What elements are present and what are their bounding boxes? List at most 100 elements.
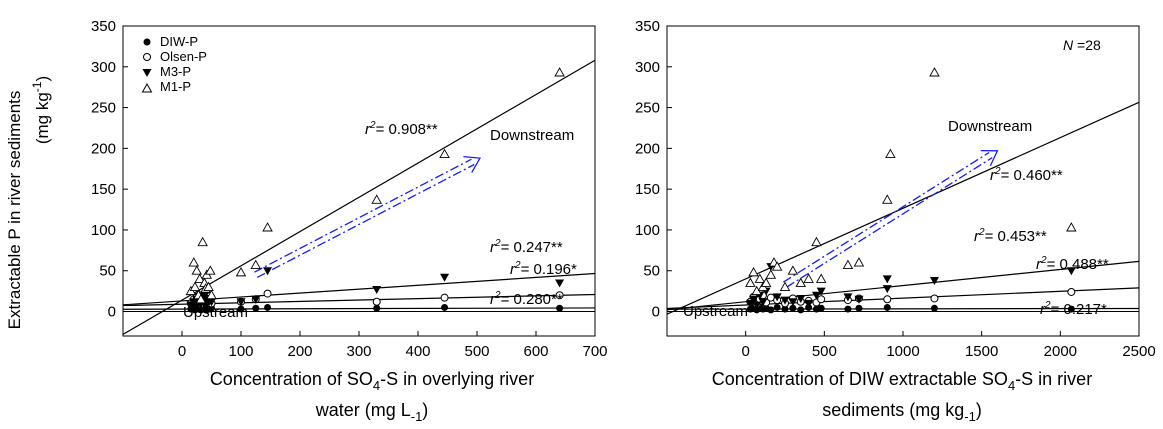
legend-label-m3: M3-P (160, 64, 191, 79)
right-point-m3-p (752, 301, 762, 310)
left-point-diw-p (373, 304, 381, 312)
right-y-tick-label: 350 (635, 18, 660, 35)
right-point-diw-p (797, 306, 805, 314)
left-x-tick-label: 700 (582, 343, 607, 360)
right-point-m1-p (1066, 222, 1077, 232)
right-point-diw-p (773, 303, 781, 311)
right-r2-m3: r2= 0.453** (974, 227, 1047, 245)
left-point-m3-p (251, 295, 261, 304)
right-r2-olsen: r2= 0.488** (1036, 255, 1109, 273)
left-point-m1-p (195, 293, 207, 304)
left-point-m1-p (439, 148, 450, 159)
left-data-points (185, 67, 565, 314)
left-point-m1-p (189, 281, 201, 292)
right-y-tick-label: 200 (635, 140, 660, 157)
legend-label-olsen: Olsen-P (160, 49, 207, 64)
left-x-tick-label: 100 (228, 343, 253, 360)
right-point-m3-p (843, 293, 853, 302)
left-r2-diw: r2= 0.280** (490, 290, 563, 308)
right-data-points (745, 67, 1077, 314)
right-trend-arrow (783, 150, 999, 288)
legend-marker-m3 (142, 69, 152, 77)
left-x-tick-label: 300 (346, 343, 371, 360)
right-fit-line-diw-p (666, 307, 1140, 310)
left-point-m1-p (262, 222, 273, 232)
right-point-m1-p (803, 273, 814, 283)
right-n-label: N =28 (1063, 37, 1101, 53)
left-arrow-shaft-a (254, 158, 472, 273)
right-fit-line-m3-p (666, 260, 1140, 311)
right-point-m1-p (885, 148, 896, 159)
right-y-tick-label: 0 (652, 304, 660, 321)
right-point-m1-p (815, 273, 827, 283)
right-axes: 0 50 100 150 200 250 300 350 0 500 1000 1500 2000 250… (635, 18, 1156, 360)
left-r2-olsen: r2= 0.196* (510, 260, 577, 278)
left-point-diw-p (556, 304, 564, 312)
right-y-tick-label: 250 (635, 100, 660, 117)
left-point-m3-p (236, 298, 246, 307)
left-point-olsen-p (440, 293, 449, 302)
right-point-m3-p (816, 287, 826, 296)
right-point-olsen-p (930, 294, 939, 303)
right-point-diw-p (1067, 305, 1075, 313)
right-point-m3-p (772, 293, 782, 302)
y-axis-label-line1: Extractable P in river sediments (5, 91, 24, 330)
right-point-m3-p (882, 275, 892, 284)
right-x-tick-label: 0 (741, 343, 749, 360)
left-point-m3-p (207, 298, 216, 307)
left-r2-m3: r2= 0.247** (490, 238, 563, 256)
right-point-diw-p (855, 304, 863, 312)
left-point-m1-p (554, 67, 565, 77)
right-point-diw-p (883, 303, 891, 311)
left-point-diw-p (441, 303, 449, 311)
left-y-tick-label: 300 (91, 59, 116, 76)
left-point-m1-p (191, 265, 203, 275)
right-point-m3-p (788, 298, 798, 307)
right-point-m1-p (881, 194, 893, 204)
left-panel: 0 50 100 150 200 250 300 350 0 100 200 300 400 500 600… (91, 18, 608, 424)
right-x-tick-label: 1000 (886, 343, 919, 360)
right-point-m1-p (745, 277, 756, 287)
left-point-m3-p (199, 291, 209, 300)
right-point-diw-p (767, 306, 775, 314)
left-point-m3-p (372, 286, 382, 294)
right-point-m3-p (749, 295, 759, 304)
y-axis-label: Extractable P in river sediments (5, 91, 24, 330)
right-point-m3-p (929, 277, 939, 286)
right-point-m3-p (854, 295, 864, 304)
right-point-m1-p (779, 281, 791, 292)
right-x-tick-label: 2500 (1122, 343, 1155, 360)
left-point-diw-p (264, 303, 272, 311)
right-point-m3-p (804, 299, 814, 308)
right-fit-lines (666, 101, 1140, 315)
left-point-m1-p (188, 257, 200, 267)
right-fit-line-olsen-p (666, 287, 1140, 310)
left-y-tick-label: 250 (91, 100, 116, 117)
right-downstream-label: Downstream (948, 118, 1032, 135)
right-point-m1-p (811, 236, 822, 247)
left-x-tick-label: 0 (178, 343, 186, 360)
legend-label-m1: M1-P (160, 79, 191, 94)
left-x-tick-label: 200 (287, 343, 312, 360)
right-panel: 0 50 100 150 200 250 300 350 0 500 1000 1500 2000 250… (635, 18, 1156, 424)
right-x-axis-label-units: sediments (mg kg-1) (822, 400, 982, 424)
left-y-tick-label: 0 (108, 304, 116, 321)
right-point-m1-p (853, 257, 865, 267)
right-r2-diw: r2= 0.217* (1040, 300, 1107, 318)
y-axis-label-units: (mg kg-1) (30, 76, 52, 144)
right-point-olsen-p (883, 295, 892, 304)
right-point-m1-p (760, 277, 772, 287)
left-trend-arrow (254, 155, 482, 279)
y-unit-text: (mg kg (33, 92, 52, 144)
y-unit-end: ) (33, 76, 52, 82)
left-y-tick-label: 200 (91, 140, 116, 157)
right-point-olsen-p (817, 295, 826, 304)
right-x-axis-label: Concentration of DIW extractable SO4-S i… (712, 369, 1092, 393)
left-point-olsen-p (263, 289, 272, 298)
right-point-diw-p (781, 305, 789, 313)
y-unit-sup: -1 (30, 81, 44, 92)
right-arrow-shaft-b (786, 157, 993, 288)
right-y-tick-label: 150 (635, 181, 660, 198)
left-point-m1-p (197, 236, 208, 247)
right-point-m1-p (754, 273, 766, 283)
